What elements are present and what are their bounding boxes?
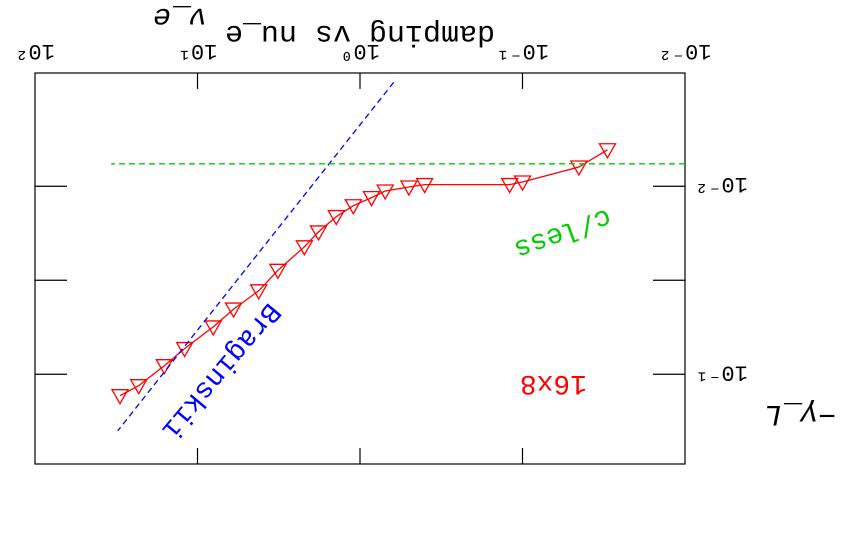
series-marker-0-8 <box>344 199 363 216</box>
x-tick-label-0: 10⁻² <box>659 38 712 63</box>
x-tick-label-4: 10² <box>15 38 55 63</box>
series-marker-0-3 <box>500 177 519 194</box>
y-axis-label: −γ_L <box>764 396 836 430</box>
series-marker-0-16 <box>175 341 194 358</box>
series-marker-0-6 <box>376 184 395 201</box>
series-marker-0-19 <box>110 389 130 406</box>
series-marker-0-13 <box>249 284 268 301</box>
y-tick-label-0: 10⁻² <box>695 171 748 196</box>
series-marker-0-11 <box>295 240 314 257</box>
x-axis-title: damping vs nu_e <box>225 16 495 50</box>
series-layer <box>110 81 685 432</box>
x-tick-label-1: 10⁻¹ <box>496 38 549 63</box>
series-marker-0-1 <box>569 160 588 177</box>
x-tick-label-2: 10⁰ <box>340 38 380 63</box>
series-marker-0-10 <box>309 225 328 242</box>
axis-tick-labels: 10⁻² 10⁻¹ 10⁰ 10¹ 10² 10⁻² 10⁻¹ <box>15 38 748 384</box>
series-marker-0-7 <box>362 190 381 207</box>
annotation-braginskii: Braginskii <box>154 296 286 445</box>
y-tick-label-1: 10⁻¹ <box>695 359 748 384</box>
annotation-16x8: 16x8 <box>520 367 587 398</box>
series-marker-0-12 <box>268 263 288 280</box>
x-tick-label-3: 10¹ <box>178 38 218 63</box>
series-line-0 <box>119 149 608 397</box>
plot-frame <box>34 72 686 465</box>
series-marker-0-14 <box>224 302 243 319</box>
series-marker-0-18 <box>129 379 148 395</box>
series-marker-0-0 <box>598 143 617 160</box>
axis-ticks <box>35 73 685 464</box>
series-marker-0-9 <box>327 209 346 226</box>
series-line-1 <box>117 81 395 432</box>
series-marker-0-5 <box>399 180 419 197</box>
annotation-cless: c/less <box>510 200 615 264</box>
rotated-figure: 10⁻² 10⁻¹ 10⁰ 10¹ 10² 10⁻² 10⁻¹ damping vs nu_… <box>15 0 836 465</box>
x-axis-label: ν_e <box>153 0 207 33</box>
series-marker-0-2 <box>513 175 532 192</box>
series-marker-0-15 <box>204 320 223 337</box>
series-marker-0-4 <box>415 177 434 194</box>
